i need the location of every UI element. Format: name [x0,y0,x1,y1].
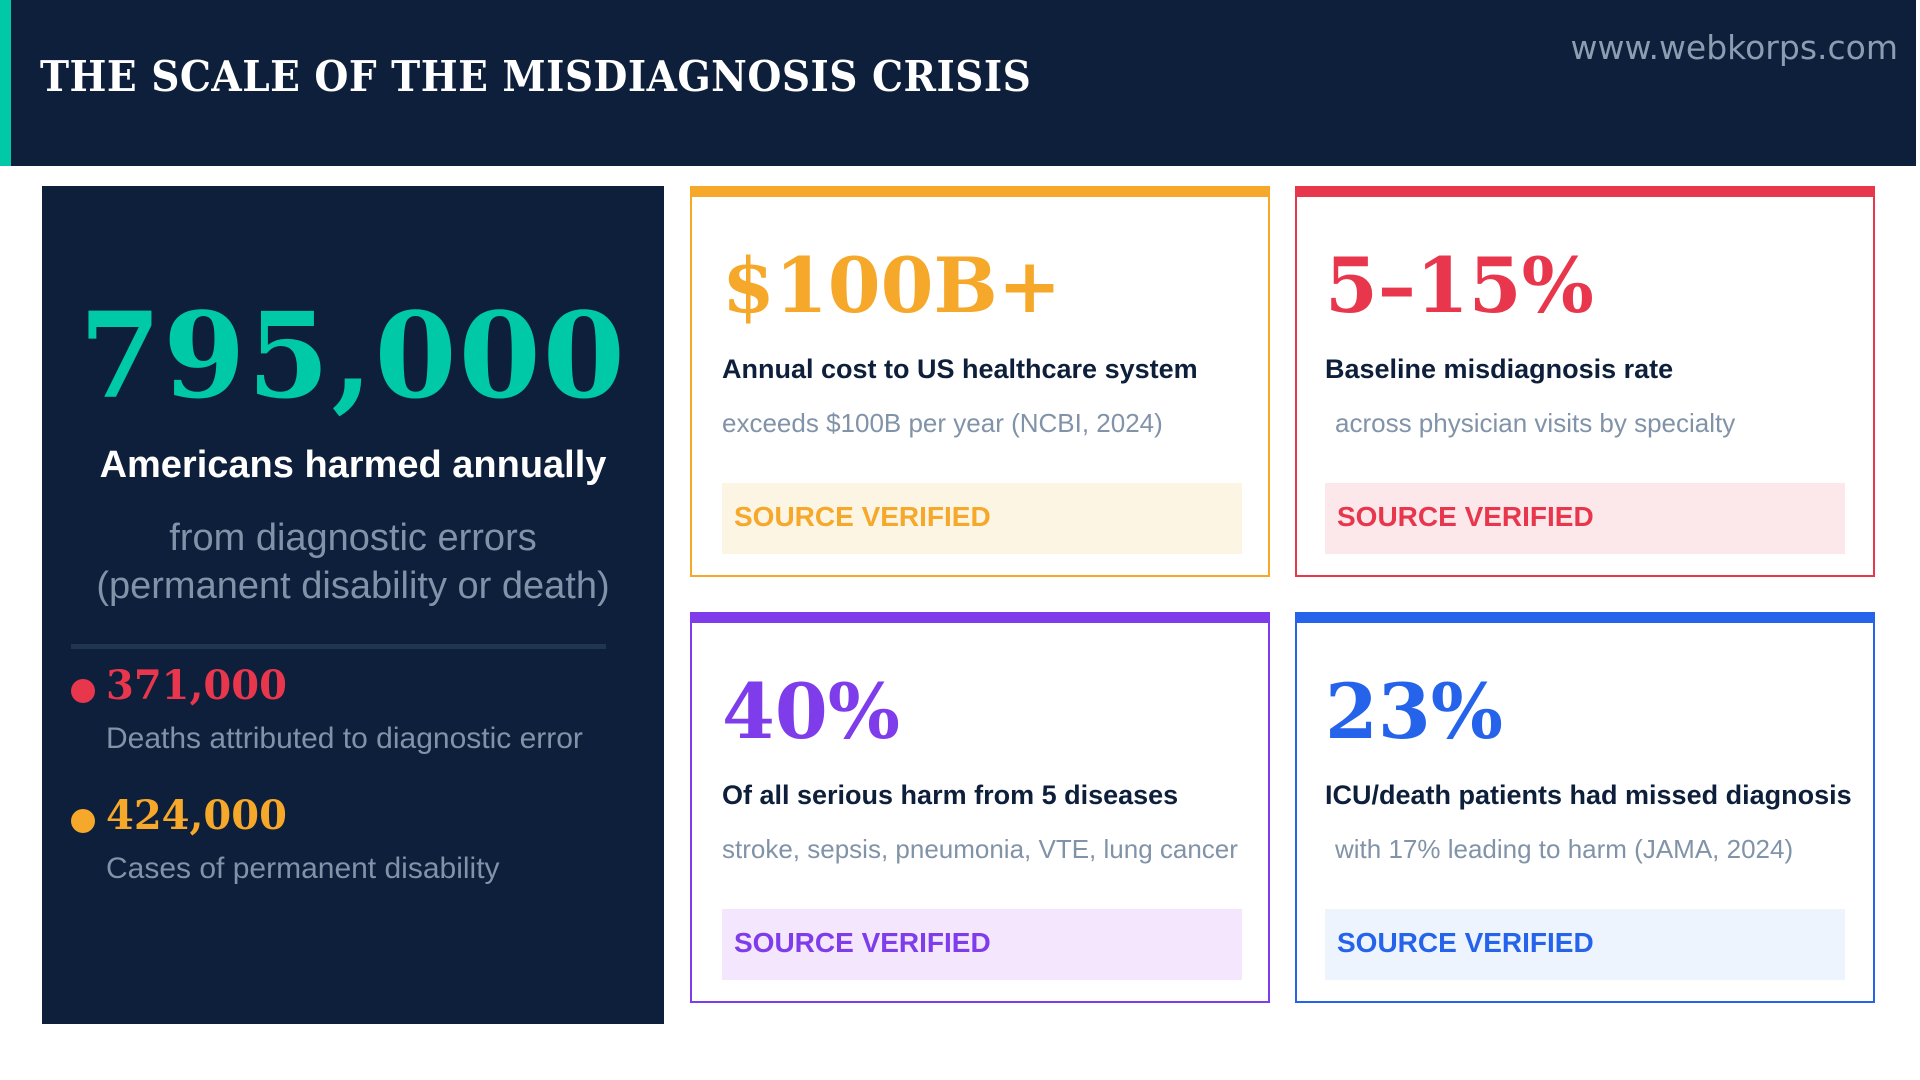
card-subtext: exceeds $100B per year (NCBI, 2024) [722,408,1163,438]
bullet-dot-icon [71,809,95,833]
stat-description: Deaths attributed to diagnostic error [106,722,583,755]
card-label: ICU/death patients had missed diagnosis [1325,780,1852,810]
card-label: Annual cost to US healthcare system [722,354,1198,384]
card-value: $100B+ [722,241,1062,330]
badge-text: SOURCE VERIFIED [1337,927,1594,958]
hero-panel: 795,000 Americans harmed annually from d… [42,186,664,1024]
hero-subtitle-line-2: (permanent disability or death) [96,565,610,607]
card-label: Baseline misdiagnosis rate [1325,354,1674,384]
card-value: 5–15% [1325,241,1594,330]
hero-label: Americans harmed annually [99,444,607,486]
card-subtext: with 17% leading to harm (JAMA, 2024) [1335,834,1794,864]
source-verified-badge: SOURCE VERIFIED [1325,909,1845,980]
stat-card-icu-missed-diagnosis: 23% ICU/death patients had missed diagno… [1295,612,1875,1003]
hero-subtitle: from diagnostic errors (permanent disabi… [42,514,664,610]
source-verified-badge: SOURCE VERIFIED [722,483,1242,554]
card-value: 23% [1325,667,1503,756]
card-label: Of all serious harm from 5 diseases [722,780,1179,810]
card-subtext: across physician visits by specialty [1335,408,1736,438]
source-verified-badge: SOURCE VERIFIED [1325,483,1845,554]
stat-card-cost: $100B+ Annual cost to US healthcare syst… [690,186,1270,577]
badge-text: SOURCE VERIFIED [1337,501,1594,532]
stat-description: Cases of permanent disability [106,852,500,885]
badge-text: SOURCE VERIFIED [734,927,991,958]
card-value: 40% [722,667,900,756]
header-bar: THE SCALE OF THE MISDIAGNOSIS CRISIS www… [0,0,1916,166]
page-title: THE SCALE OF THE MISDIAGNOSIS CRISIS [40,52,1032,101]
bullet-dot-icon [71,679,95,703]
stat-card-serious-harm: 40% Of all serious harm from 5 diseases … [690,612,1270,1003]
hero-subtitle-line-1: from diagnostic errors [169,517,537,559]
hero-number: 795,000 [79,286,627,425]
source-verified-badge: SOURCE VERIFIED [722,909,1242,980]
site-url: www.webkorps.com [1570,28,1898,67]
badge-text: SOURCE VERIFIED [734,501,991,532]
stat-number: 424,000 [106,792,287,839]
stat-number: 371,000 [106,662,287,709]
divider [71,644,606,649]
accent-stripe [0,0,11,166]
stat-card-misdiagnosis-rate: 5–15% Baseline misdiagnosis rate across … [1295,186,1875,577]
card-subtext: stroke, sepsis, pneumonia, VTE, lung can… [722,834,1238,864]
